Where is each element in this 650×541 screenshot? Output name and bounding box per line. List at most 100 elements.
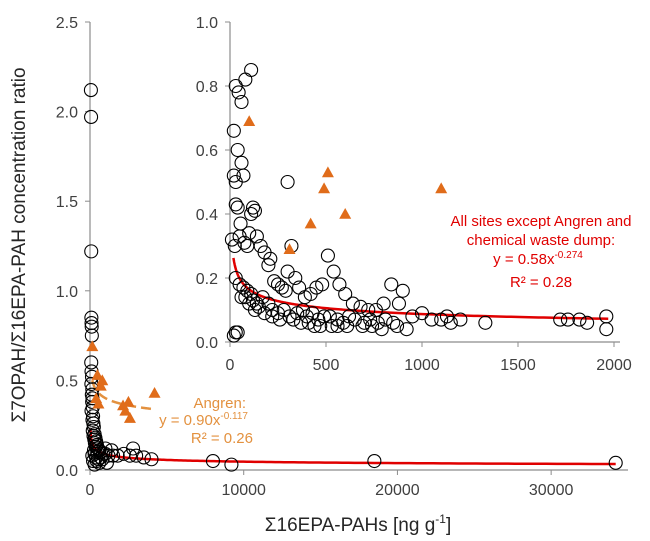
all-sites-r-squared: R² = 0.28 — [510, 274, 572, 291]
inset-circle-point — [231, 85, 246, 100]
main-y-tick-label: 2.5 — [56, 15, 78, 32]
all-sites-label-line1: All sites except Angren and — [451, 213, 632, 230]
angren-label: Angren: — [193, 395, 246, 412]
main-triangle-point — [96, 374, 109, 386]
main-x-tick-label: 0 — [86, 482, 95, 499]
all-sites-equation: y = 0.58x-0.274 — [493, 250, 583, 268]
inset-circle-point — [424, 312, 439, 327]
inset-circle-point — [326, 264, 341, 279]
main-triangle-point — [148, 386, 161, 398]
inset-circle-point — [288, 270, 303, 286]
inset-circle-point — [247, 203, 263, 218]
inset-circle-point — [249, 229, 264, 244]
x-axis-title-main: Σ16EPA-PAHs [ng g — [265, 515, 436, 536]
main-circle-point — [84, 109, 99, 125]
inset-triangle-point — [304, 217, 317, 229]
inset-circle-point — [226, 328, 241, 343]
inset-circle-point — [230, 325, 245, 340]
inset-circle-point — [247, 302, 263, 318]
inset-x-tick-label: 500 — [313, 357, 340, 374]
inset-circle-point — [395, 283, 410, 298]
inset-circle-point — [384, 277, 399, 292]
main-triangle-point — [91, 369, 104, 380]
inset-circle-point — [244, 62, 259, 78]
inset-circle-point — [237, 235, 252, 250]
inset-circle-point — [226, 168, 241, 183]
inset-circle-point — [286, 312, 301, 327]
inset-circle-point — [405, 309, 420, 324]
inset-circle-point — [320, 248, 335, 263]
main-triangle-point — [86, 340, 99, 352]
main-circle-point — [86, 443, 102, 458]
inset-circle-point — [274, 280, 289, 295]
main-y-tick-label: 0.0 — [56, 463, 78, 480]
inset-x-tick-label: 0 — [226, 357, 235, 374]
inset-y-tick-label: 0.4 — [196, 207, 218, 224]
angren-r-squared: R² = 0.26 — [191, 430, 253, 447]
main-circle-point — [205, 453, 221, 469]
inset-circle-point — [345, 296, 360, 311]
inset-circle-point — [443, 315, 458, 330]
main-x-tick-label: 10000 — [221, 482, 266, 499]
x-axis-title-superscript: -1 — [435, 512, 446, 526]
inset-circle-point — [560, 312, 575, 327]
main-circle-point — [367, 453, 382, 469]
main-circle-point — [84, 319, 99, 334]
main-circle-point — [608, 455, 623, 470]
inset-circle-point — [282, 309, 297, 324]
main-triangle-point — [123, 412, 136, 423]
main-y-tick-label: 1.0 — [56, 284, 78, 301]
main-circle-point — [122, 448, 138, 463]
inset-circle-point — [293, 315, 309, 330]
inset-circle-point — [324, 318, 339, 334]
inset-circle-point — [278, 283, 293, 298]
angren-annotation: Angren: y = 0.90x-0.117 R² = 0.26 — [159, 395, 253, 447]
inset-y-tick-label: 0.2 — [196, 271, 218, 288]
main-circle-point — [224, 457, 239, 472]
inset-circle-point — [230, 200, 245, 215]
inset-circle-point — [307, 318, 322, 334]
main-circle-point — [129, 448, 144, 463]
all-sites-equation-exponent: -0.274 — [554, 250, 583, 261]
inset-triangle-point — [321, 166, 334, 178]
inset-circle-point — [338, 286, 353, 302]
inset-triangle-point — [435, 182, 448, 194]
inset-x-tick-label: 1500 — [500, 357, 536, 374]
inset-circle-point — [478, 315, 493, 330]
main-triangle-point — [92, 397, 105, 409]
inset-y-tick-label: 0.0 — [196, 335, 218, 352]
main-y-tick-label: 0.5 — [56, 373, 78, 390]
inset-circle-point — [572, 312, 587, 327]
inset-circle-point — [226, 123, 241, 138]
main-x-tick-label: 30000 — [529, 482, 574, 499]
main-circle-point — [95, 452, 110, 467]
main-circle-point — [125, 441, 141, 456]
main-circle-point — [136, 450, 151, 465]
main-circle-point — [83, 83, 98, 98]
angren-equation-base: y = 0.90x — [159, 412, 221, 429]
main-circle-point — [84, 310, 99, 325]
inset-circle-point — [315, 277, 330, 292]
inset-circle-point — [228, 197, 243, 212]
inset-x-tick-label: 1000 — [404, 357, 440, 374]
inset-circle-point — [280, 174, 295, 190]
main-circle-point — [89, 453, 104, 469]
inset-circle-point — [228, 174, 243, 190]
main-circle-point — [84, 355, 99, 370]
main-circle-point — [99, 455, 114, 470]
inset-circle-point — [265, 309, 280, 324]
inset-circle-point — [244, 206, 259, 222]
main-y-tick-label: 2.0 — [56, 105, 78, 122]
inset-triangle-point — [243, 115, 256, 126]
inset-circle-point — [376, 296, 391, 311]
main-x-axis-title: Σ16EPA-PAHs [ng g-1] — [265, 512, 451, 536]
inset-circle-point — [261, 258, 276, 273]
main-circle-point — [144, 452, 159, 467]
inset-circle-point — [245, 200, 261, 215]
inset-circle-point — [374, 322, 389, 337]
main-chart: 0.00.51.01.52.02.50 10000 20000 30000 Σ7OPA… — [9, 15, 628, 536]
inset-y-tick-label: 0.6 — [196, 143, 218, 160]
main-ticks: 0.00.51.01.52.02.50 10000 20000 30000 — [56, 15, 574, 499]
inset-circle-point — [553, 312, 568, 327]
